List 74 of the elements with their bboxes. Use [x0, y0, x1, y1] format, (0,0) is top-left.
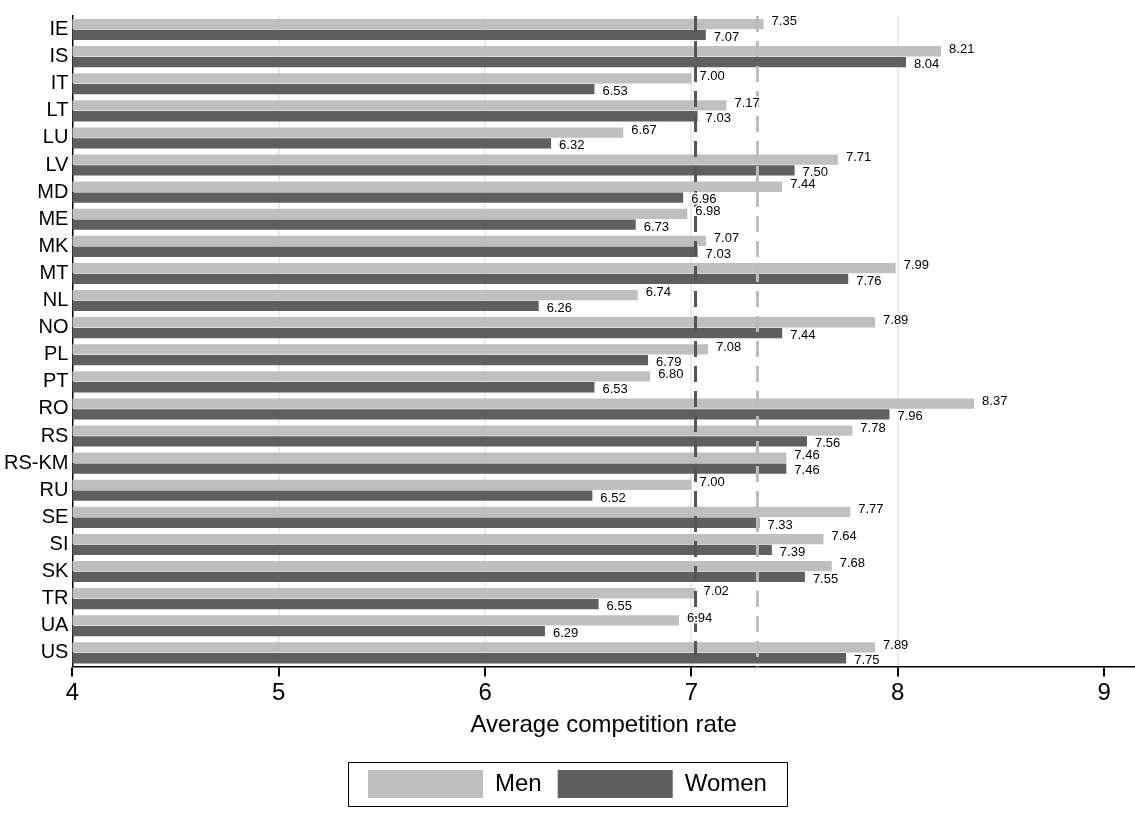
data-label: 7.39: [779, 543, 806, 559]
y-tick-label: UA: [40, 613, 70, 636]
y-tick-label: PL: [43, 342, 69, 365]
data-label: 7.03: [705, 110, 731, 126]
x-tick-label: 4: [65, 678, 80, 706]
x-tick-label: 9: [1097, 678, 1111, 706]
data-label: 7.76: [856, 272, 882, 288]
x-tick-label: 6: [478, 678, 492, 706]
y-tick-label: IE: [49, 17, 69, 40]
y-tick-label: MK: [38, 233, 70, 256]
data-label: 7.68: [839, 555, 866, 571]
y-tick-label: NL: [42, 288, 69, 311]
data-label: 7.07: [713, 230, 740, 246]
data-label: 7.17: [734, 94, 760, 110]
data-label: 6.94: [687, 609, 713, 625]
data-label: 7.99: [903, 257, 929, 273]
y-tick-label: US: [40, 640, 69, 663]
data-label: 6.52: [600, 489, 626, 505]
y-tick-label: SE: [41, 504, 69, 527]
data-label: 6.55: [606, 597, 632, 613]
y-tick-label: RS: [40, 423, 69, 446]
data-label: 7.46: [794, 462, 820, 478]
data-label: 7.00: [699, 67, 725, 83]
data-label: 7.55: [812, 570, 839, 586]
data-label: 7.77: [858, 501, 884, 517]
x-tick-label: 7: [684, 678, 699, 706]
y-tick-label: RU: [39, 477, 69, 500]
data-label: 6.74: [645, 284, 672, 300]
data-label: 8.21: [949, 40, 975, 56]
data-label: 7.75: [854, 652, 880, 668]
y-tick-label: LT: [46, 98, 69, 121]
data-label: 6.53: [602, 83, 628, 99]
data-label: 7.89: [883, 636, 909, 652]
data-label: 7.07: [713, 28, 740, 44]
data-label: 7.71: [845, 148, 872, 164]
data-label: 7.78: [860, 419, 886, 435]
data-label: 7.44: [790, 326, 816, 342]
y-tick-label: RO: [38, 396, 69, 419]
y-tick-label: TR: [41, 586, 69, 609]
y-tick-label: LV: [45, 152, 70, 175]
y-tick-label: MD: [37, 179, 69, 202]
legend-label: Men: [495, 768, 542, 796]
x-axis-title: Average competition rate: [470, 710, 737, 738]
data-label: 7.33: [767, 516, 793, 532]
x-tick-label: 5: [272, 678, 286, 706]
data-label: 6.73: [643, 218, 670, 234]
data-label: 7.96: [897, 408, 923, 424]
y-tick-label: MT: [39, 260, 69, 283]
data-label: 6.32: [559, 137, 585, 153]
data-label: 6.53: [602, 381, 628, 397]
data-label: 7.03: [705, 245, 731, 261]
y-tick-label: RS-KM: [3, 450, 69, 473]
y-tick-label: IT: [50, 71, 69, 94]
data-label: 7.02: [703, 582, 729, 598]
data-label: 7.00: [699, 474, 725, 490]
data-label: 8.37: [982, 392, 1008, 408]
x-tick-label: 8: [891, 678, 905, 706]
data-label: 6.26: [546, 299, 573, 315]
y-tick-label: ME: [38, 206, 69, 229]
y-tick-label: SK: [41, 559, 70, 582]
data-label: 7.35: [771, 13, 797, 29]
data-label: 7.64: [831, 528, 857, 544]
y-tick-label: NO: [38, 315, 69, 338]
data-label: 6.29: [552, 625, 579, 641]
data-label: 6.98: [695, 203, 721, 219]
y-tick-label: PT: [42, 369, 69, 392]
y-tick-label: LU: [42, 125, 69, 148]
y-tick-label: IS: [49, 44, 69, 67]
data-label: 7.89: [883, 311, 909, 327]
y-tick-label: SI: [49, 531, 69, 554]
data-label: 8.04: [913, 55, 940, 71]
legend-label: Women: [684, 768, 767, 796]
data-label: 7.08: [715, 338, 742, 354]
data-label: 6.67: [631, 121, 657, 137]
